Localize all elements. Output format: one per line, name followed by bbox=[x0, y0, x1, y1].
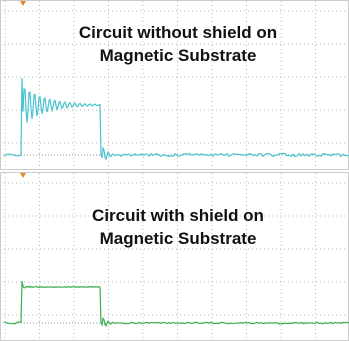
trigger-marker bbox=[20, 1, 26, 6]
scope-panel: Circuit without shield on Magnetic Subst… bbox=[0, 1, 349, 170]
panel-title: Magnetic Substrate bbox=[100, 229, 257, 248]
panel-title: Circuit with shield on bbox=[92, 206, 264, 225]
page: {"panels": [ {"title_lines": ["Circuit w… bbox=[0, 0, 349, 341]
panel-title: Circuit without shield on bbox=[79, 23, 277, 42]
panel-title: Magnetic Substrate bbox=[100, 46, 257, 65]
trigger-marker bbox=[20, 173, 26, 178]
scope-screens: Circuit without shield on Magnetic Subst… bbox=[0, 0, 349, 341]
waveform-trace bbox=[5, 78, 349, 159]
waveform-trace bbox=[5, 281, 349, 326]
scope-panel: Circuit with shield on Magnetic Substrat… bbox=[0, 173, 349, 341]
grid bbox=[0, 173, 349, 340]
